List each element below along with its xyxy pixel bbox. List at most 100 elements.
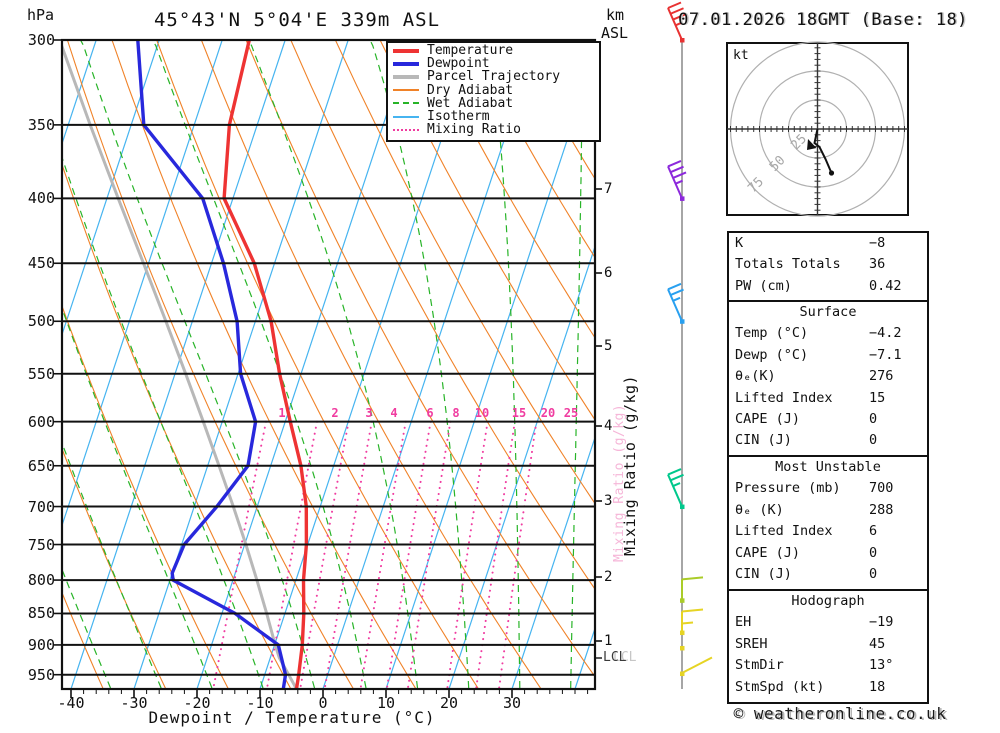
dry-adiabat-line bbox=[62, 591, 104, 689]
dry-adiabat-line bbox=[200, 40, 542, 689]
index-row: EH −19 bbox=[729, 612, 927, 633]
temp-label: 20 bbox=[439, 694, 459, 712]
pressure-label: 650 bbox=[27, 457, 55, 475]
wet-adiabat-line bbox=[62, 306, 213, 689]
mixing-ratio-value-label: 20 bbox=[540, 406, 556, 420]
altitude-label: 3 bbox=[604, 493, 613, 509]
index-row: θₑ (K) 288 bbox=[729, 500, 927, 521]
legend-sample bbox=[393, 61, 419, 66]
dry-adiabat-line bbox=[961, 40, 1000, 690]
pressure-label: 550 bbox=[27, 365, 55, 383]
index-row: Totals Totals 36 bbox=[729, 254, 927, 275]
index-label: K bbox=[735, 235, 744, 251]
altitude-label: 2 bbox=[604, 569, 613, 585]
legend-sample bbox=[393, 115, 419, 118]
station-title: 45°43'N 5°04'E 339m ASL bbox=[153, 9, 441, 31]
wind-barb bbox=[680, 576, 704, 603]
pressure-label: 700 bbox=[27, 498, 55, 516]
mixing-ratio-line bbox=[299, 420, 350, 689]
index-value: −7.1 bbox=[869, 346, 902, 363]
dry-adiabat-line bbox=[62, 447, 167, 689]
hodograph-trace-arrow bbox=[807, 139, 817, 150]
dry-adiabat-line bbox=[334, 40, 595, 505]
indices-block-surface: Surface Temp (°C) −4.2 Dewp (°C) −7.1 θₑ(K) 27… bbox=[727, 300, 929, 459]
isotherm-line bbox=[62, 40, 160, 337]
index-row: CAPE (J) 0 bbox=[729, 409, 927, 430]
index-label: θₑ (K) bbox=[735, 501, 784, 518]
wet-adiabat-line bbox=[62, 155, 264, 689]
index-label: SREH bbox=[735, 635, 768, 652]
pressure-label: 350 bbox=[27, 116, 55, 134]
wind-barb bbox=[667, 468, 685, 510]
legend-sample bbox=[393, 102, 419, 105]
index-row: SREH 45 bbox=[729, 634, 927, 655]
pressure-label: 800 bbox=[27, 571, 55, 589]
index-row: Lifted Index 6 bbox=[729, 521, 927, 542]
pressure-label: 850 bbox=[27, 604, 55, 622]
index-value: 6 bbox=[869, 523, 878, 540]
mixing-ratio-line bbox=[265, 420, 318, 689]
index-label: PW (cm) bbox=[735, 277, 792, 294]
legend-sample bbox=[393, 48, 419, 53]
temp-label: 30 bbox=[502, 694, 522, 712]
wind-barb bbox=[680, 608, 704, 636]
index-value: −8 bbox=[869, 235, 886, 251]
indices-block-hodograph: Hodograph EH −19 SREH 45 StmDir 13° StmSpd (kt)… bbox=[727, 589, 929, 704]
wind-barb bbox=[680, 656, 713, 677]
mixing-ratio-line bbox=[498, 420, 538, 689]
x-axis-title: Dewpoint / Temperature (°C) bbox=[148, 708, 436, 727]
index-row: θₑ(K) 276 bbox=[729, 366, 927, 387]
dry-adiabat-line bbox=[111, 40, 417, 689]
index-label: StmSpd (kt) bbox=[735, 678, 825, 695]
index-label: Lifted Index bbox=[735, 389, 833, 406]
legend-label: Parcel Trajectory bbox=[427, 69, 561, 85]
pressure-label: 300 bbox=[27, 31, 55, 49]
legend-label: Dry Adiabat bbox=[427, 82, 514, 98]
watermark: © weatheronline.co.uk bbox=[733, 704, 947, 723]
wet-adiabat-line bbox=[486, 40, 521, 689]
mixing-ratio-value-label: 3 bbox=[365, 406, 373, 420]
pressure-label: 400 bbox=[27, 189, 55, 207]
index-value: 288 bbox=[869, 501, 894, 518]
legend: Temperature Dewpoint Parcel Trajectory Dry … bbox=[386, 41, 601, 142]
mixing-ratio-line bbox=[385, 420, 432, 689]
mixing-ratio-value-label: 4 bbox=[390, 406, 398, 420]
wet-adiabat-line bbox=[0, 40, 60, 688]
index-value: 45 bbox=[869, 635, 886, 652]
pressure-label: 900 bbox=[27, 636, 55, 654]
mixing-ratio-value-label: 10 bbox=[474, 406, 490, 420]
altitude-label: 1 bbox=[604, 633, 613, 649]
pressure-label: 450 bbox=[27, 254, 55, 272]
index-row: Dewp (°C) −7.1 bbox=[729, 345, 927, 366]
pressure-label: 950 bbox=[27, 666, 55, 684]
legend-item-temperature: Temperature bbox=[388, 44, 599, 57]
index-label: CIN (J) bbox=[735, 432, 792, 449]
index-value: 0 bbox=[869, 544, 878, 561]
temp-label: -20 bbox=[183, 694, 211, 712]
index-label: CAPE (J) bbox=[735, 410, 801, 427]
dry-adiabat-line bbox=[424, 40, 595, 339]
altitude-unit-label: km bbox=[606, 6, 625, 24]
altitude-ref-label: ASL bbox=[601, 24, 629, 42]
dry-adiabat-line bbox=[245, 40, 595, 678]
mixing-ratio-line bbox=[212, 420, 267, 689]
legend-sample bbox=[393, 89, 419, 92]
indices-block-header: Most Unstable bbox=[775, 459, 881, 475]
index-row: CAPE (J) 0 bbox=[729, 543, 927, 564]
index-label: CAPE (J) bbox=[735, 544, 801, 561]
legend-label: Wet Adiabat bbox=[427, 95, 514, 111]
altitude-label: 6 bbox=[604, 265, 613, 281]
legend-sample bbox=[393, 74, 419, 79]
hodograph-trace bbox=[813, 128, 833, 174]
index-value: 0 bbox=[869, 565, 878, 582]
dry-adiabat-line bbox=[62, 162, 292, 689]
dry-adiabat-line bbox=[62, 304, 230, 689]
legend-label: Isotherm bbox=[427, 109, 490, 125]
index-value: 700 bbox=[869, 480, 894, 497]
altitude-label: 4 bbox=[604, 418, 613, 434]
temp-label: -30 bbox=[120, 694, 148, 712]
index-row: StmDir 13° bbox=[729, 655, 927, 676]
temp-label: -40 bbox=[57, 694, 85, 712]
index-row: PW (cm) 0.42 bbox=[729, 276, 927, 297]
